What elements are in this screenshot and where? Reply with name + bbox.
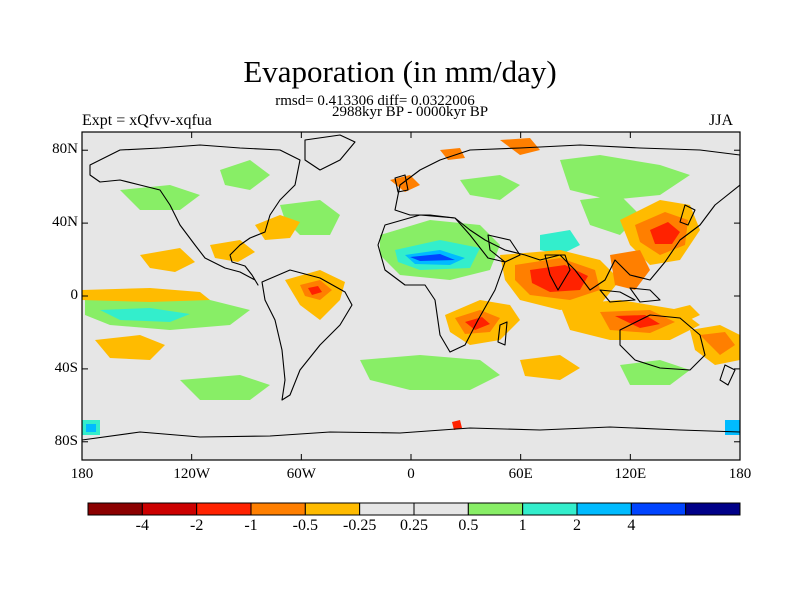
coastlines [82, 134, 740, 441]
map-ticks [81, 132, 741, 460]
time-period-label: 2988kyr BP - 0000kyr BP [331, 104, 489, 120]
colorbar-box [250, 502, 306, 516]
colorbar-box [141, 502, 198, 516]
coastline-path [394, 174, 409, 193]
colorbar-box [413, 502, 469, 516]
coastline-path [261, 269, 353, 401]
season-label: JJA [709, 112, 734, 129]
coastline-path [377, 214, 506, 353]
lon-label: 60E [508, 466, 533, 482]
lon-label: 60W [286, 466, 316, 482]
lon-label: 120E [614, 466, 647, 482]
lat-label: 80S [54, 432, 78, 449]
colorbar-label: 0.5 [458, 517, 479, 534]
coastline-path [619, 314, 706, 371]
coastline-path [679, 204, 696, 226]
colorbar-box [196, 502, 252, 516]
colorbar-label: 1 [518, 517, 527, 534]
colorbar-box [685, 502, 741, 516]
colorbar-box [87, 502, 143, 516]
coastline-path [487, 234, 521, 263]
colorbar-box [467, 502, 524, 516]
coastline-path [544, 254, 571, 291]
colorbar-label: 4 [627, 517, 636, 534]
colorbar-box [630, 502, 687, 516]
coastline-path [599, 289, 636, 303]
colorbar-label: 0.25 [400, 517, 428, 534]
lon-label: 0 [407, 466, 415, 482]
colorbar-label: -1 [244, 517, 258, 534]
coastline-path [82, 426, 740, 441]
coastline-path [304, 134, 356, 171]
colorbar-label: -4 [135, 517, 149, 534]
colorbar-box [522, 502, 578, 516]
lat-label: 80N [52, 141, 78, 158]
coastline-path [497, 321, 508, 346]
coastline-path [89, 144, 301, 286]
lon-label: 120W [173, 466, 210, 482]
colorbar-box [304, 502, 361, 516]
lat-label: 40N [52, 214, 78, 231]
colorbar-box [576, 502, 632, 516]
colorbar-label: -2 [189, 517, 204, 534]
colorbar-box [359, 502, 415, 516]
plot-title: Evaporation (in mm/day) [243, 54, 557, 89]
colorbar-label: -0.5 [292, 517, 318, 534]
experiment-label: Expt = xQfvv-xqfua [82, 112, 212, 129]
coastline-path [629, 287, 661, 303]
colorbar-label: -0.25 [342, 517, 377, 534]
rmsd-diff-stats: rmsd= 0.413306 diff= 0.0322006 [275, 93, 475, 109]
lon-label: 180 [728, 466, 752, 482]
coastline-path [719, 364, 736, 386]
colorbar-label: 2 [573, 517, 581, 534]
lon-label: 180 [70, 466, 94, 482]
coastline-path [394, 144, 740, 291]
lat-label: 0 [70, 287, 79, 303]
lat-label: 40S [54, 359, 78, 376]
